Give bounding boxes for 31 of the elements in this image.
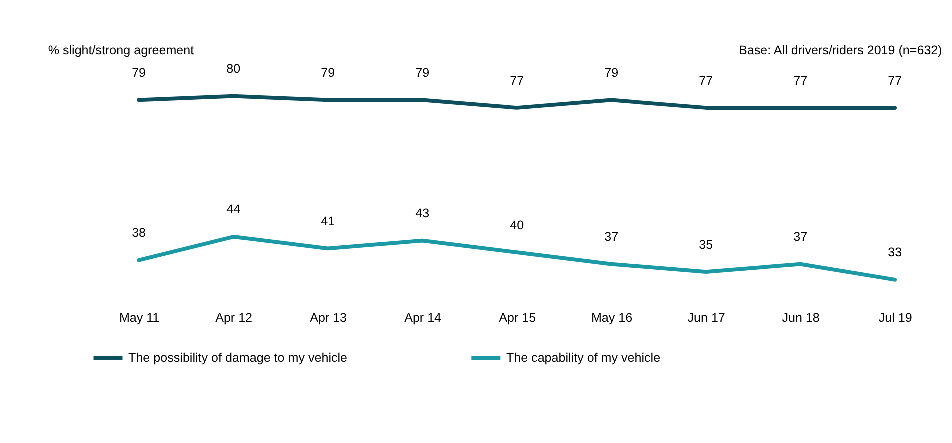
data-label: 37 — [604, 230, 619, 244]
data-label: 77 — [510, 74, 524, 88]
data-label: 35 — [699, 238, 714, 252]
data-label: 38 — [132, 226, 146, 240]
x-tick-label: Apr 14 — [404, 310, 442, 325]
legend-label: The possibility of damage to my vehicle — [128, 351, 348, 366]
x-tick-label: May 11 — [119, 310, 160, 325]
x-tick-label: Jun 18 — [782, 310, 820, 325]
y-axis-title: % slight/strong agreement — [48, 44, 195, 58]
data-label: 80 — [226, 62, 241, 76]
x-tick-label: Jun 17 — [688, 310, 726, 325]
data-label: 79 — [604, 66, 619, 80]
data-label: 44 — [226, 202, 241, 217]
x-tick-label: Apr 13 — [310, 310, 348, 325]
legend-label: The capability of my vehicle — [506, 351, 661, 366]
text: Base: All drivers/riders 2019 (n=632) — [739, 44, 942, 58]
data-label: 79 — [132, 66, 146, 80]
data-label: 37 — [794, 230, 808, 244]
data-label: 33 — [888, 246, 902, 260]
data-label: 77 — [699, 74, 714, 88]
data-label: 77 — [794, 74, 808, 88]
x-tick-label: Jul 19 — [878, 310, 912, 325]
x-tick-label: May 16 — [591, 310, 633, 325]
x-tick-label: Apr 15 — [499, 310, 536, 325]
data-label: 40 — [510, 218, 524, 232]
data-label: 79 — [321, 66, 336, 80]
x-tick-label: Apr 12 — [216, 310, 253, 325]
data-label: 79 — [416, 66, 430, 80]
data-label: 77 — [888, 74, 902, 88]
data-label: 43 — [416, 206, 430, 221]
data-label: 41 — [321, 214, 336, 228]
